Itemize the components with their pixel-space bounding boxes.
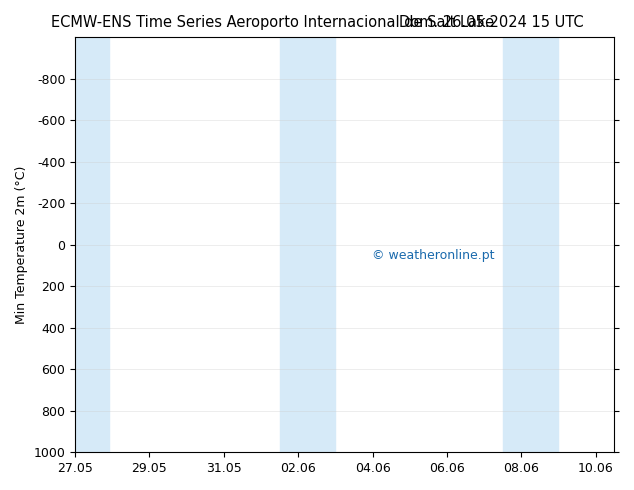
Bar	[75, 37, 108, 452]
Bar	[503, 37, 559, 452]
Text: Dom. 26.05.2024 15 UTC: Dom. 26.05.2024 15 UTC	[399, 15, 583, 30]
Text: © weatheronline.pt: © weatheronline.pt	[372, 248, 494, 262]
Bar	[280, 37, 335, 452]
Text: ECMW-ENS Time Series Aeroporto Internacional de Salt Lake: ECMW-ENS Time Series Aeroporto Internaci…	[51, 15, 494, 30]
Y-axis label: Min Temperature 2m (°C): Min Temperature 2m (°C)	[15, 166, 28, 324]
